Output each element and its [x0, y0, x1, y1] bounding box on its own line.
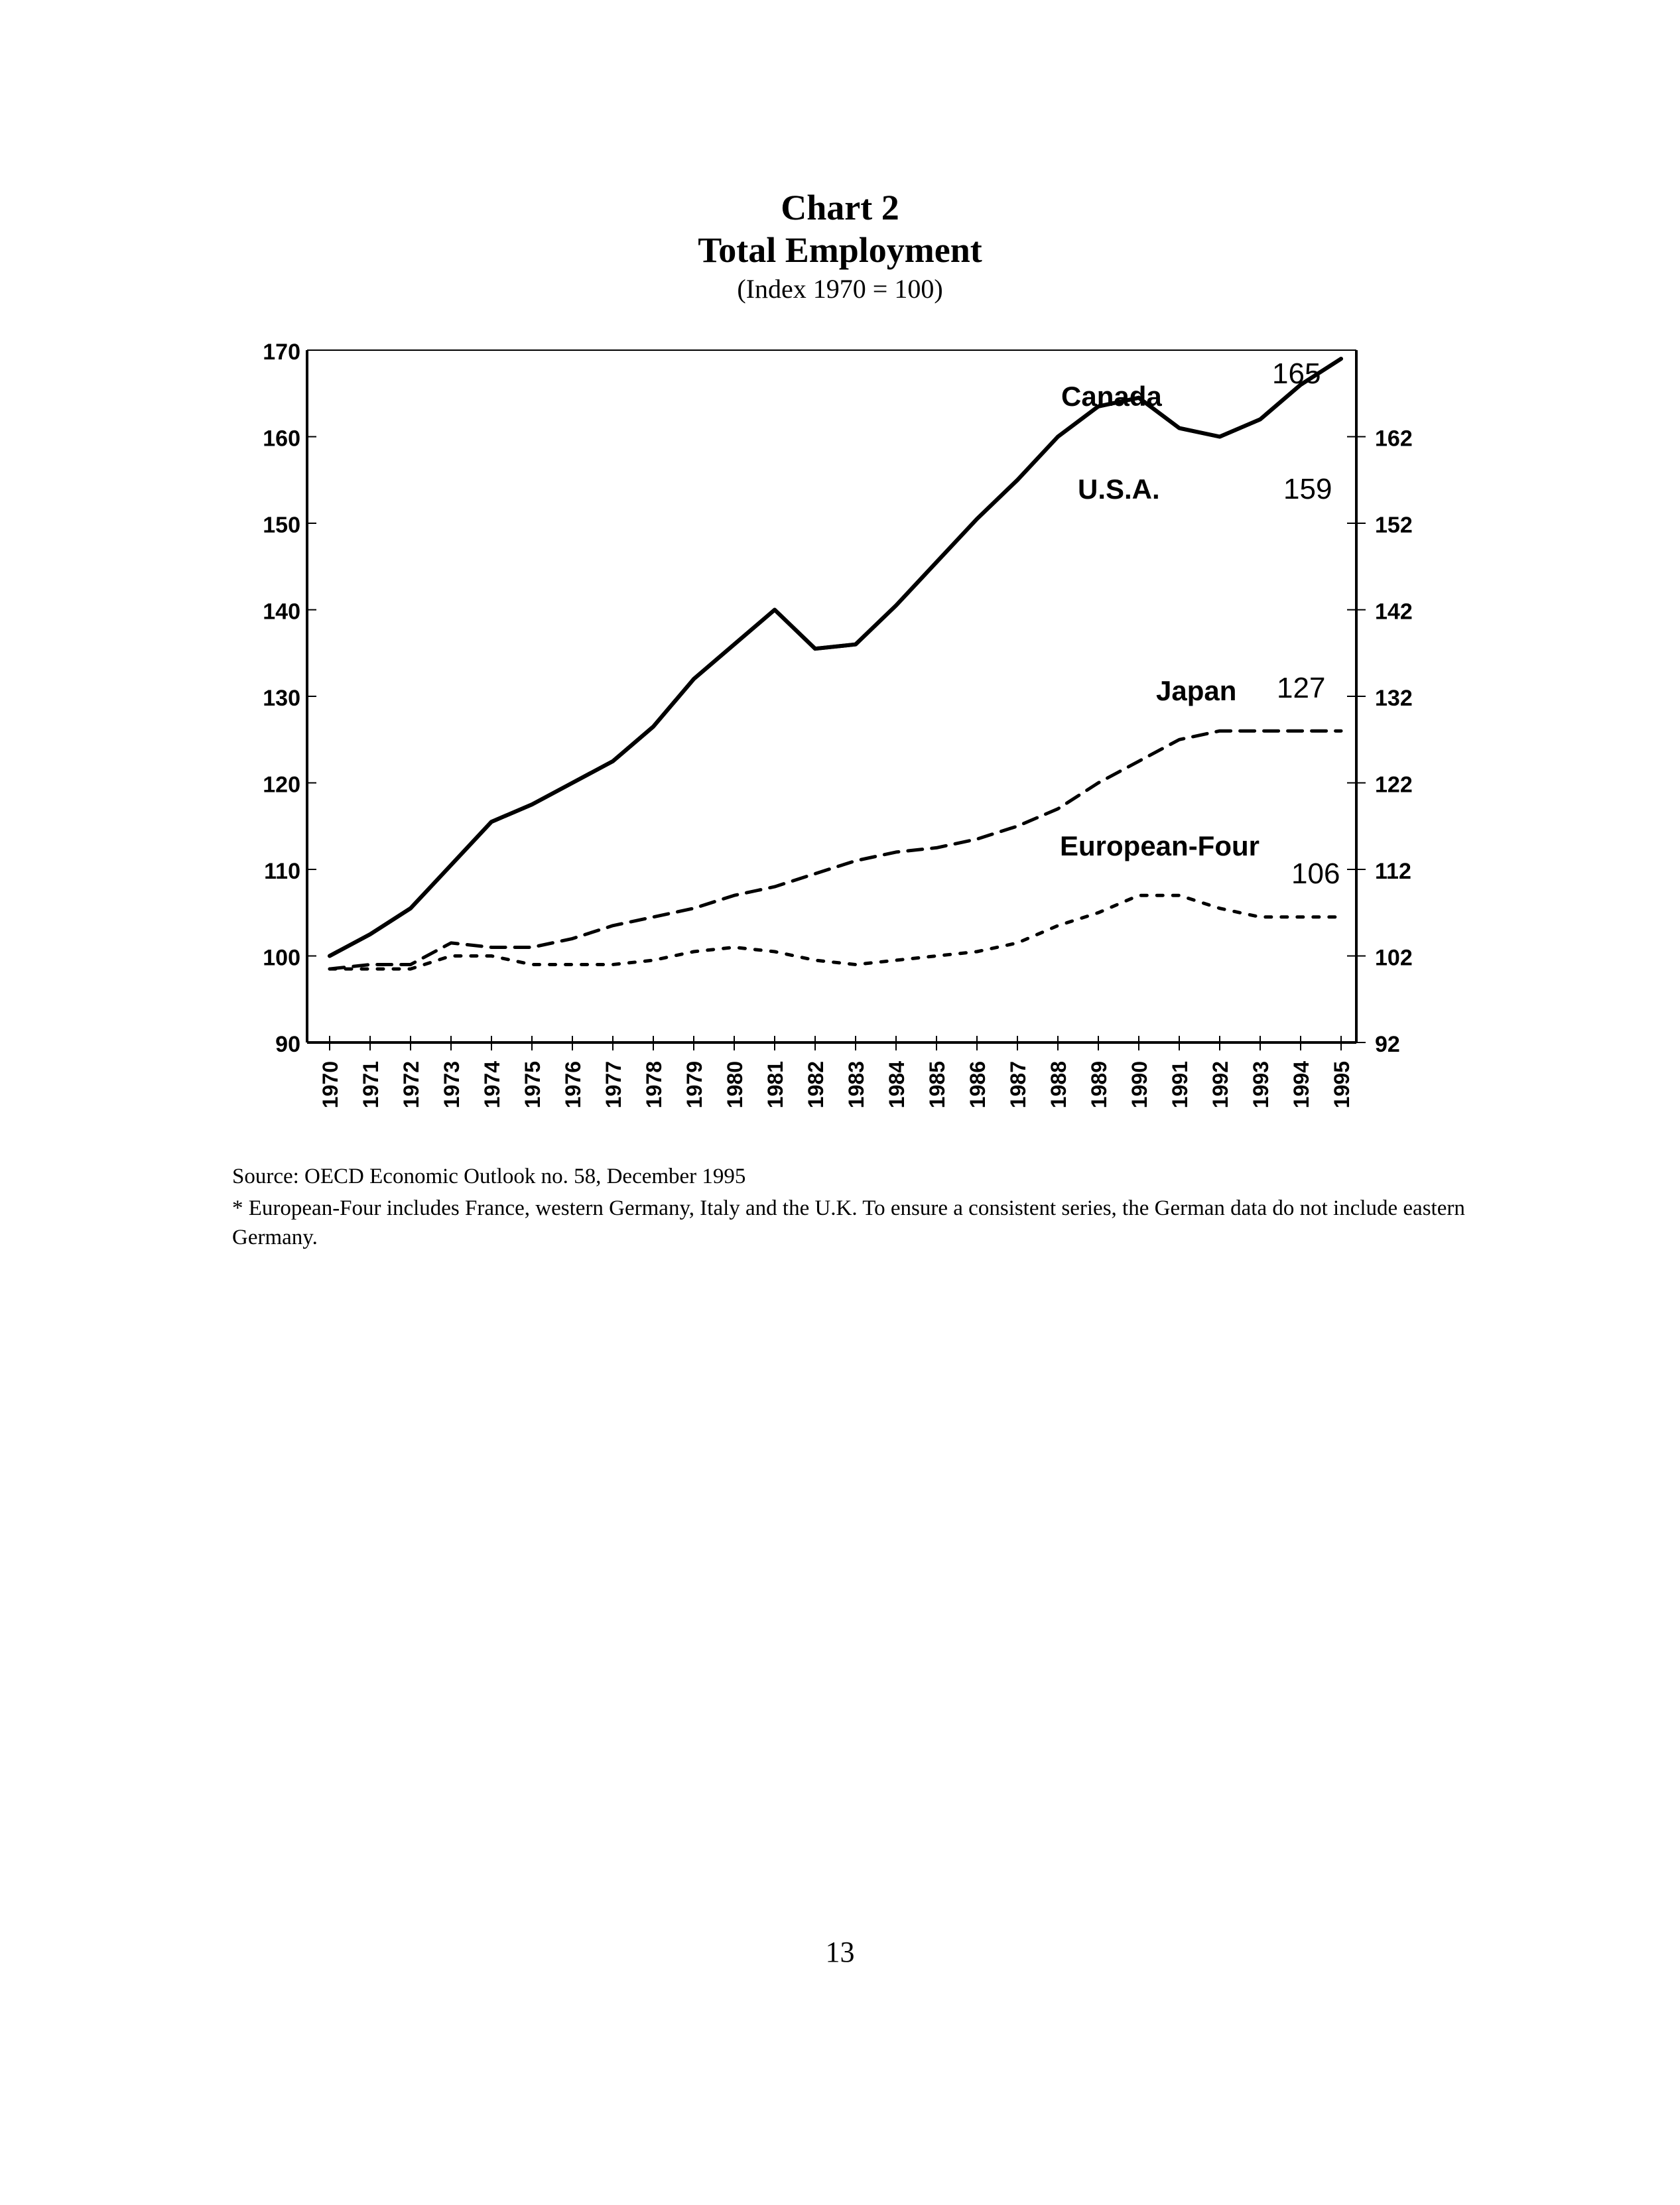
right-tick-label: 122	[1375, 773, 1413, 798]
right-axis: 92 102 112 122 132 142 152 162	[1347, 426, 1413, 1057]
x-tick-label: 1983	[844, 1061, 868, 1108]
x-tick-label: 1988	[1047, 1061, 1070, 1108]
x-tick-label: 1987	[1006, 1061, 1030, 1108]
label-european-four-value: 106	[1291, 857, 1340, 890]
series-line-u-s-a	[328, 357, 1343, 958]
x-tick-label: 1993	[1249, 1061, 1273, 1108]
x-axis: 1970 1971 1972 1973 1974 1975 1976 1977 1978 1979…	[318, 1036, 1354, 1108]
x-tick-label: 1990	[1128, 1061, 1151, 1108]
right-tick-label: 162	[1375, 426, 1413, 452]
chart-subtitle: (Index 1970 = 100)	[737, 274, 943, 304]
x-tick-label: 1981	[763, 1061, 787, 1108]
left-tick-label: 130	[263, 686, 300, 711]
x-tick-label: 1984	[885, 1061, 909, 1108]
label-canada: Canada	[1061, 381, 1162, 412]
left-tick-label: 160	[263, 426, 300, 452]
x-tick-label: 1975	[521, 1061, 545, 1108]
label-european-four: European-Four	[1060, 830, 1260, 861]
left-axis: 90 100 110 120 130 140 150 160 170	[263, 340, 316, 1057]
x-tick-label: 1992	[1208, 1061, 1232, 1108]
x-tick-label: 1986	[966, 1061, 990, 1108]
x-tick-label: 1976	[561, 1061, 585, 1108]
chart-number: Chart 2	[781, 188, 899, 227]
page-number: 13	[825, 1936, 855, 1968]
right-tick-label: 132	[1375, 686, 1413, 711]
series-lines	[328, 357, 1343, 971]
series-labels: Canada 165 U.S.A. 159 Japan 127 European…	[1060, 357, 1340, 890]
x-tick-label: 1991	[1168, 1061, 1192, 1108]
left-tick-label: 170	[263, 340, 300, 365]
x-tick-label: 1974	[480, 1061, 504, 1108]
x-tick-label: 1989	[1087, 1061, 1111, 1108]
right-tick-label: 92	[1375, 1032, 1400, 1057]
left-tick-label: 100	[263, 946, 300, 971]
footnote: * European-Four includes France, western…	[232, 1196, 1465, 1249]
x-tick-label: 1972	[399, 1061, 423, 1108]
chart-title: Total Employment	[698, 230, 982, 270]
label-usa: U.S.A.	[1078, 473, 1160, 505]
right-tick-label: 142	[1375, 599, 1413, 625]
right-tick-label: 112	[1375, 859, 1411, 884]
x-tick-label: 1995	[1330, 1061, 1354, 1108]
label-canada-value: 165	[1272, 357, 1321, 390]
label-japan-value: 127	[1277, 672, 1325, 704]
series-line-japan	[328, 729, 1343, 971]
employment-line-chart: 90 100 110 120 130 140 150 160 170 92 102 112 122 13…	[263, 340, 1413, 1108]
x-tick-label: 1980	[723, 1061, 747, 1108]
x-tick-label: 1978	[642, 1061, 666, 1108]
x-tick-label: 1982	[804, 1061, 828, 1108]
x-tick-label: 1994	[1289, 1061, 1313, 1108]
left-tick-label: 120	[263, 773, 300, 798]
x-tick-label: 1979	[682, 1061, 706, 1108]
x-tick-label: 1973	[440, 1061, 464, 1108]
x-tick-label: 1970	[318, 1061, 342, 1108]
x-tick-label: 1985	[925, 1061, 949, 1108]
left-tick-label: 90	[275, 1032, 300, 1057]
x-tick-label: 1977	[602, 1061, 625, 1108]
x-tick-label: 1971	[359, 1061, 383, 1108]
left-tick-label: 110	[264, 859, 300, 884]
source-note: Source: OECD Economic Outlook no. 58, De…	[232, 1165, 746, 1188]
left-tick-label: 150	[263, 513, 300, 538]
label-usa-value: 159	[1283, 473, 1332, 505]
series-line-european-four	[328, 893, 1343, 971]
right-tick-label: 102	[1375, 946, 1413, 971]
left-tick-label: 140	[263, 599, 300, 625]
series-line-canada	[328, 357, 1343, 958]
right-tick-label: 152	[1375, 513, 1413, 538]
label-japan: Japan	[1156, 675, 1236, 706]
